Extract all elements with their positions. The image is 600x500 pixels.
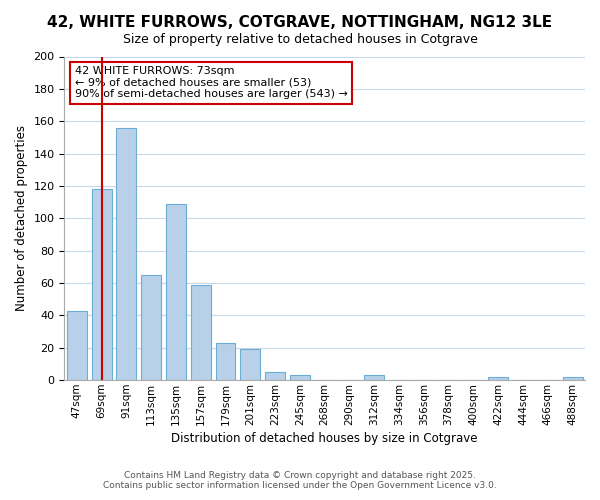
Text: 42, WHITE FURROWS, COTGRAVE, NOTTINGHAM, NG12 3LE: 42, WHITE FURROWS, COTGRAVE, NOTTINGHAM,… [47,15,553,30]
Y-axis label: Number of detached properties: Number of detached properties [15,126,28,312]
Bar [215,343,235,380]
Bar [67,310,87,380]
Bar [141,275,161,380]
X-axis label: Distribution of detached houses by size in Cotgrave: Distribution of detached houses by size … [172,432,478,445]
Bar [116,128,136,380]
Bar [166,204,186,380]
Bar [191,284,211,380]
Text: 42 WHITE FURROWS: 73sqm
← 9% of detached houses are smaller (53)
90% of semi-det: 42 WHITE FURROWS: 73sqm ← 9% of detached… [75,66,347,100]
Bar [563,377,583,380]
Bar [241,350,260,380]
Text: Contains HM Land Registry data © Crown copyright and database right 2025.
Contai: Contains HM Land Registry data © Crown c… [103,470,497,490]
Text: Size of property relative to detached houses in Cotgrave: Size of property relative to detached ho… [122,32,478,46]
Bar [265,372,285,380]
Bar [92,189,112,380]
Bar [488,377,508,380]
Bar [290,376,310,380]
Bar [364,376,384,380]
